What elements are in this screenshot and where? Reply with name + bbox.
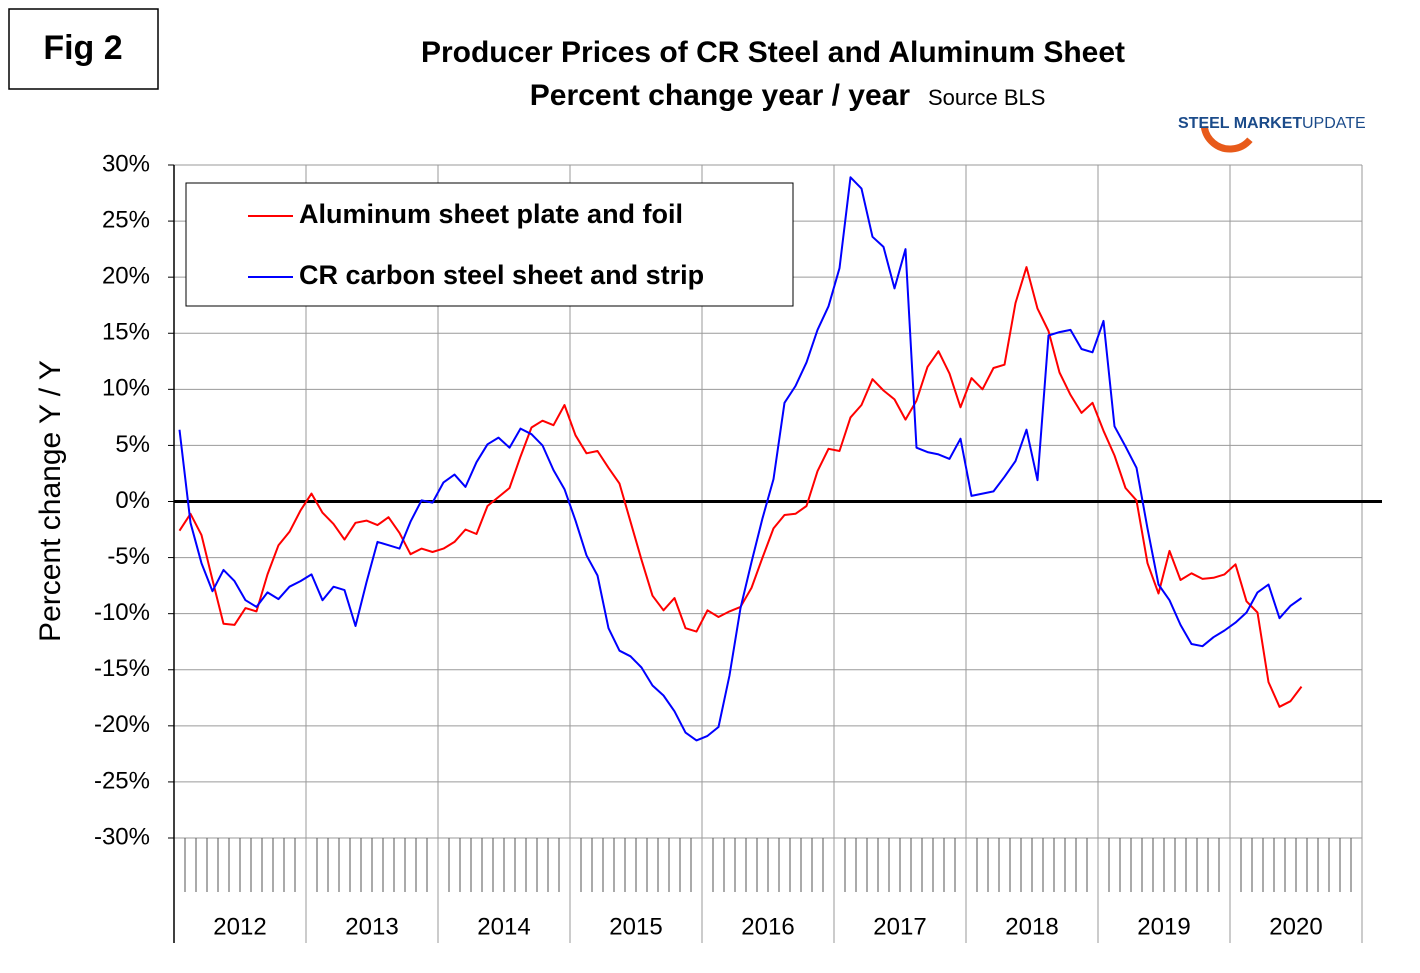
fig-label: Fig 2: [43, 29, 122, 67]
x-tick-label: 2017: [873, 913, 926, 940]
logo-swoosh: [1200, 93, 1260, 153]
legend-label: Aluminum sheet plate and foil: [299, 199, 683, 229]
y-tick-label: -5%: [107, 543, 150, 570]
y-tick-label: 20%: [102, 263, 150, 290]
y-tick-label: 25%: [102, 206, 150, 233]
chart-subtitle: Percent change year / year: [530, 79, 911, 112]
source: Source BLS: [928, 85, 1045, 110]
x-tick-label: 2016: [741, 913, 794, 940]
x-tick-label: 2015: [609, 913, 662, 940]
y-tick-label: -30%: [94, 823, 150, 850]
x-tick-label: 2013: [345, 913, 398, 940]
y-axis-label: Percent change Y / Y: [34, 360, 67, 642]
y-tick-label: -25%: [94, 767, 150, 794]
y-tick-label: 0%: [115, 487, 150, 514]
chart-title: Producer Prices of CR Steel and Aluminum…: [421, 36, 1125, 69]
logo-bold: STEEL MARKET: [1178, 115, 1302, 132]
legend-label: CR carbon steel sheet and strip: [299, 260, 704, 290]
y-tick-label: 15%: [102, 319, 150, 346]
data-line: [178, 176, 1303, 742]
x-tick-label: 2014: [477, 913, 530, 940]
y-tick-label: -20%: [94, 711, 150, 738]
x-tick-label: 2020: [1269, 913, 1322, 940]
y-tick-label: 10%: [102, 375, 150, 402]
legend-box: [185, 182, 794, 307]
x-tick-label: 2012: [213, 913, 266, 940]
logo-light: UPDATE: [1302, 115, 1366, 132]
y-tick-label: 30%: [102, 150, 150, 177]
fig-box: [8, 8, 159, 90]
y-tick-label: 5%: [115, 431, 150, 458]
x-tick-label: 2018: [1005, 913, 1058, 940]
x-tick-label: 2019: [1137, 913, 1190, 940]
y-tick-label: -15%: [94, 655, 150, 682]
y-tick-label: -10%: [94, 599, 150, 626]
